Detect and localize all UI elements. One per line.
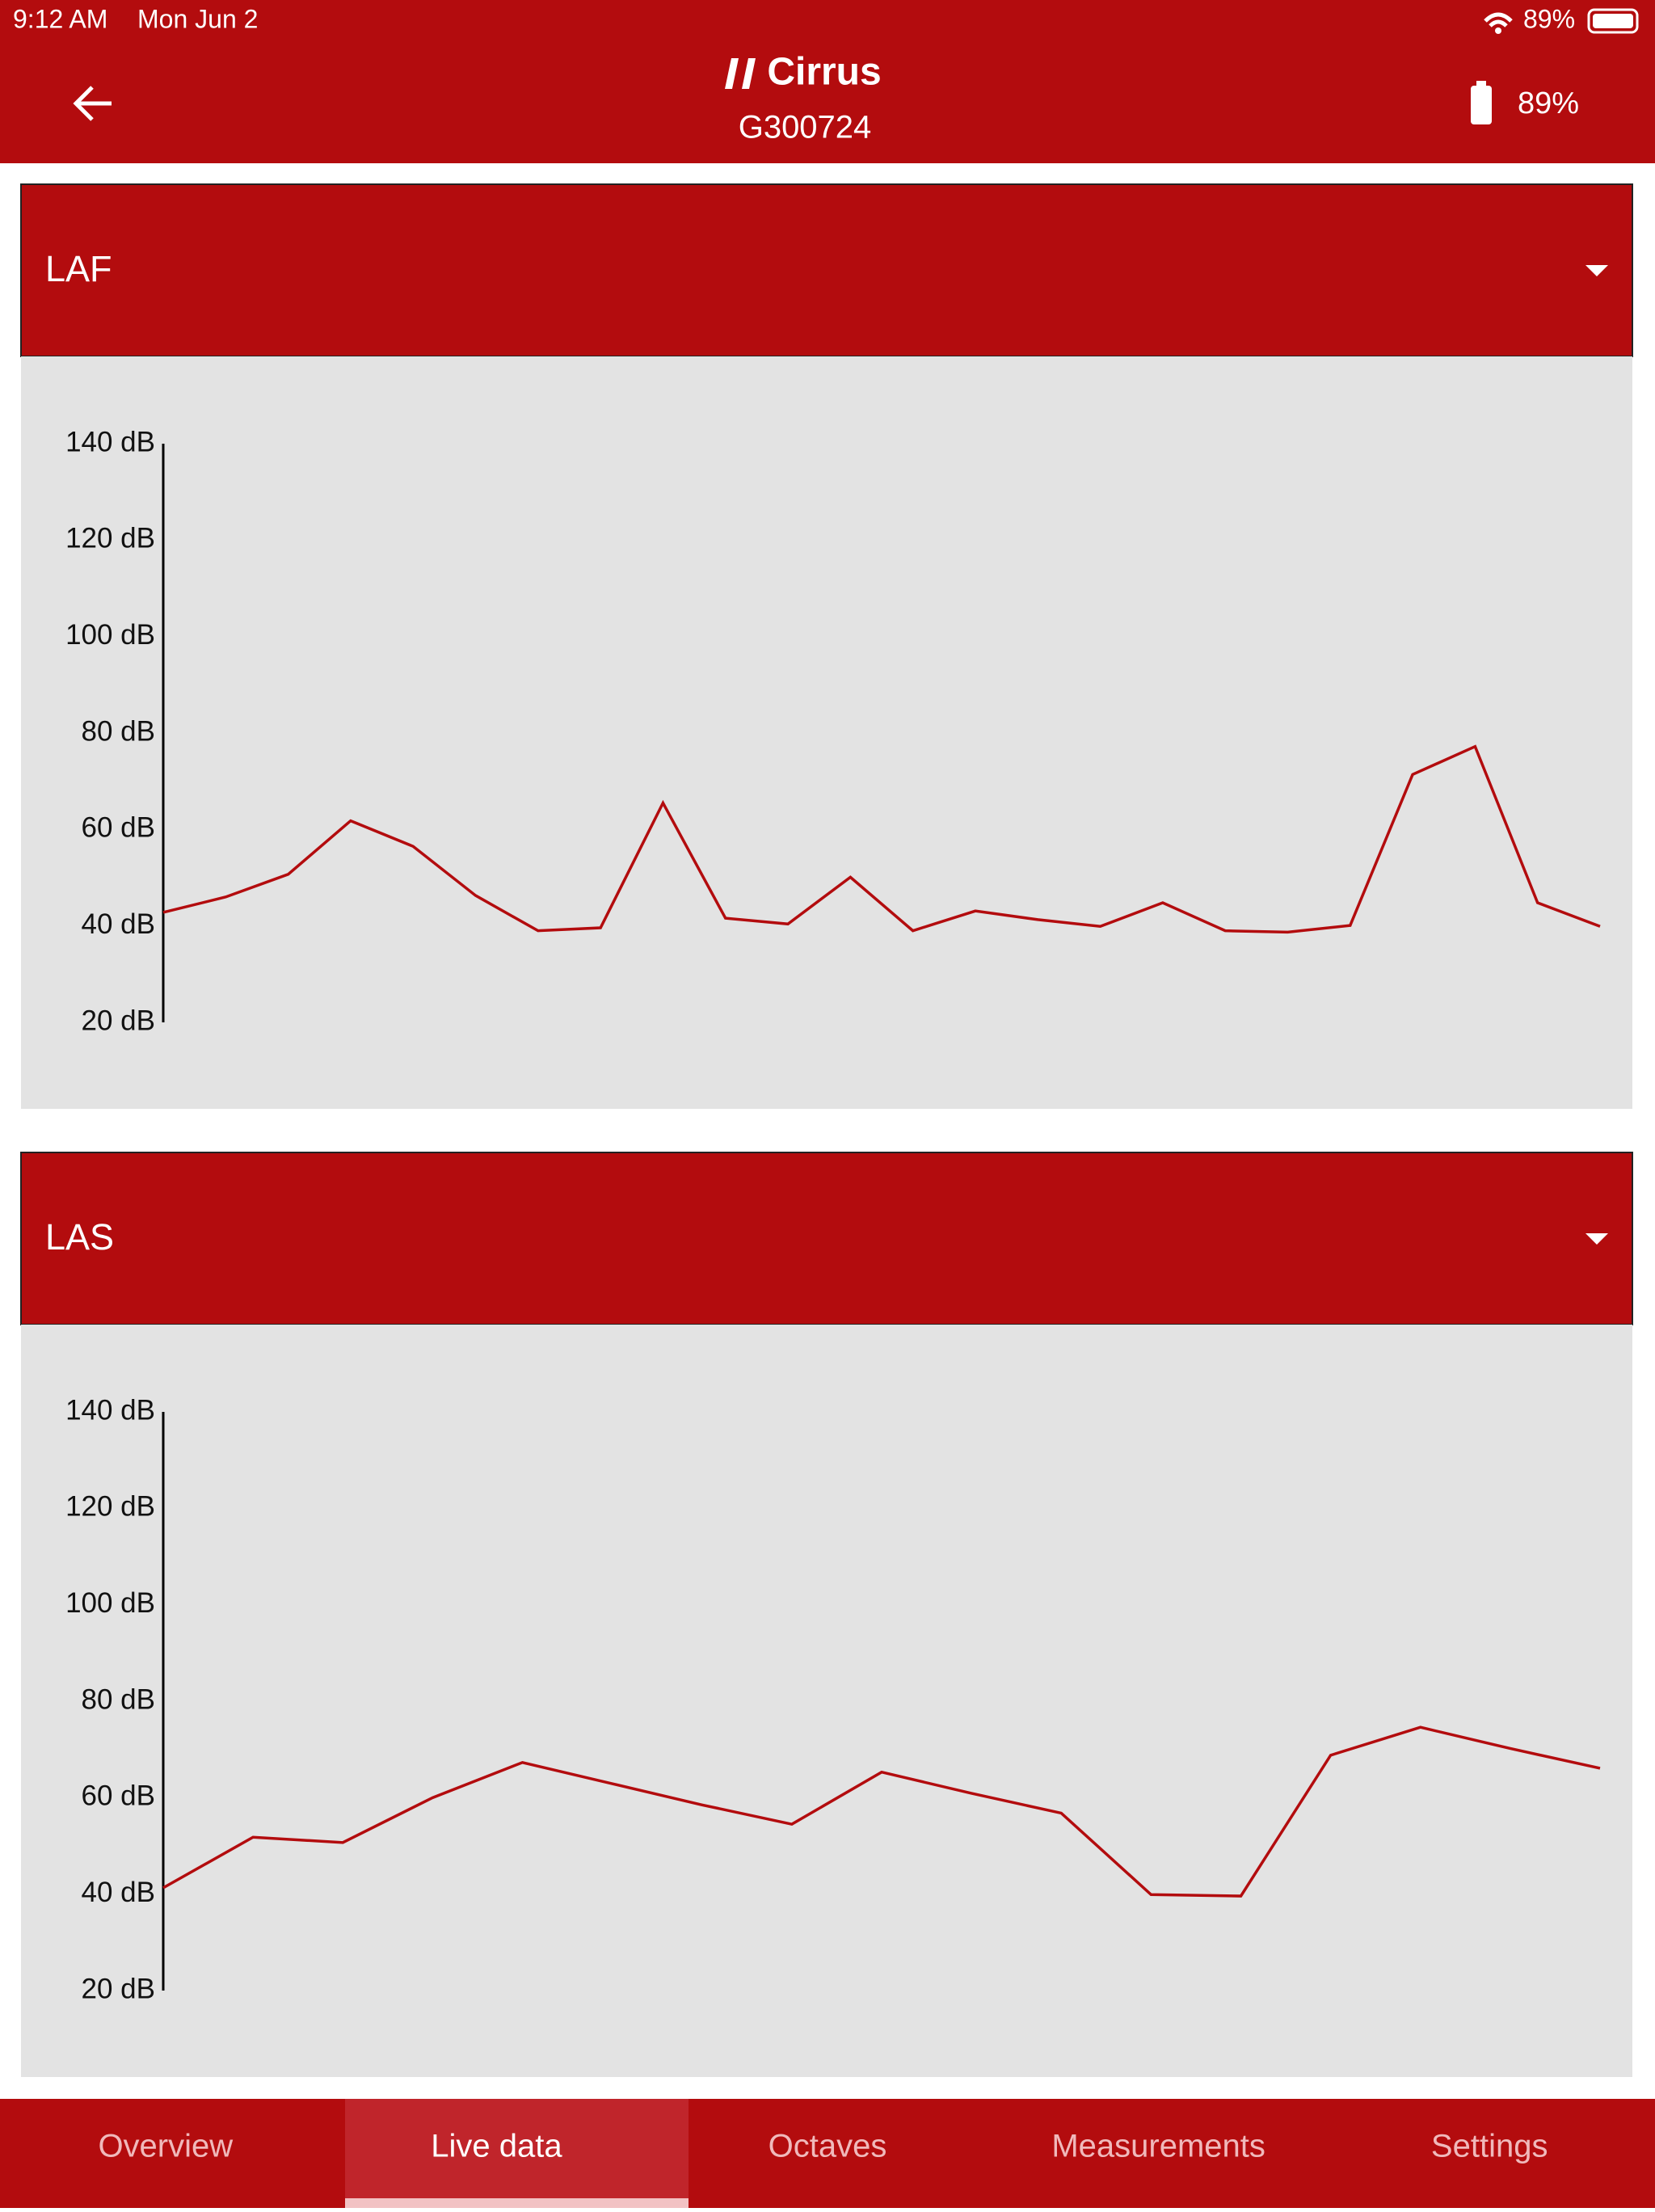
wifi-icon — [1484, 12, 1513, 27]
tab-label[interactable]: Live data — [431, 2129, 562, 2164]
tab-indicator — [345, 2198, 689, 2208]
y-tick-label: 20 dB — [82, 1973, 155, 2004]
battery-tip — [1476, 81, 1486, 87]
data-line — [162, 744, 1601, 934]
y-tick-label: 120 dB — [65, 1491, 155, 1523]
y-tick-label: 80 dB — [82, 1683, 155, 1715]
y-tick-label: 60 dB — [82, 1780, 155, 1812]
y-tick-label: 80 dB — [82, 715, 155, 747]
y-tick-label: 40 dB — [82, 1877, 155, 1908]
back-button[interactable] — [73, 86, 112, 121]
status-battery: 89% — [1523, 4, 1575, 33]
y-tick-label: 60 dB — [82, 812, 155, 844]
panel-title: LAF — [45, 248, 112, 289]
tab-label[interactable]: Measurements — [1051, 2129, 1265, 2164]
device-id: G300724 — [739, 110, 872, 145]
panel-header[interactable] — [20, 183, 1633, 357]
chart-bg — [21, 1325, 1632, 2077]
y-tick-label: 20 dB — [82, 1005, 155, 1036]
panel-header[interactable] — [20, 1152, 1633, 1325]
tab-label[interactable]: Overview — [98, 2129, 233, 2164]
logo-text: Cirrus — [767, 51, 881, 94]
header-bg — [0, 0, 1655, 163]
wifi-dot — [1495, 27, 1501, 34]
panel-title: LAS — [45, 1216, 114, 1258]
header-battery: 89% — [1518, 86, 1579, 120]
y-tick-label: 100 dB — [65, 619, 155, 651]
dropdown-arrow[interactable] — [1586, 265, 1608, 276]
status-date: Mon Jun 2 — [137, 4, 258, 33]
y-tick-label: 140 dB — [65, 426, 155, 457]
y-tick-label: 140 dB — [65, 1394, 155, 1426]
logo-icon — [725, 58, 756, 89]
y-tick-label: 120 dB — [65, 523, 155, 554]
tab-label[interactable]: Settings — [1431, 2129, 1548, 2164]
dropdown-arrow[interactable] — [1586, 1233, 1608, 1245]
data-line — [162, 1725, 1601, 1898]
y-tick-label: 100 dB — [65, 1587, 155, 1619]
battery-fill — [1593, 14, 1633, 28]
tab-label[interactable]: Octaves — [769, 2129, 887, 2164]
status-time: 9:12 AM — [13, 4, 107, 33]
y-tick-label: 40 dB — [82, 908, 155, 940]
chart-bg — [21, 356, 1632, 1109]
battery-outline — [1587, 8, 1639, 34]
battery-icon — [1471, 86, 1492, 124]
tab-bar — [0, 2099, 1655, 2208]
tab-selected-bg — [345, 2099, 689, 2208]
